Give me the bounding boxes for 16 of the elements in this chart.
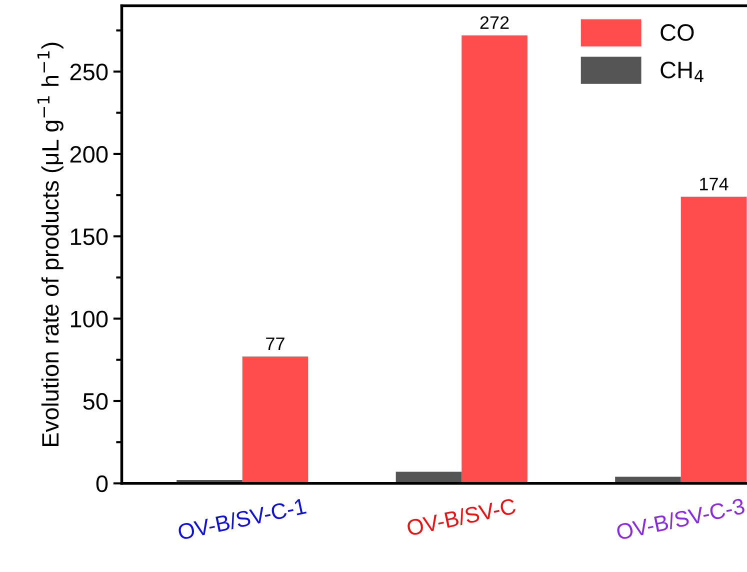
y-axis-title: Evolution rate of products (μL g$^{−1}$ h$^{−1}$) [37,42,64,446]
y-tick-label: 200 [70,146,108,163]
y-tick-label: 50 [83,393,108,410]
y-tick-label: 150 [70,228,108,246]
bar [242,356,308,484]
bar [680,196,747,484]
legend-label: CH$_{4}$ [660,62,704,82]
data-label: 77 [266,338,284,350]
y-tick-label: 250 [70,64,108,80]
y-tick-label: 0 [96,475,108,492]
data-label: 174 [700,178,728,190]
y-tick-label: 100 [70,310,108,328]
legend-label: CO [660,24,694,41]
data-label: 272 [480,16,509,29]
x-tick-label: OV-B/SV-C [406,497,516,536]
bar [462,35,528,484]
